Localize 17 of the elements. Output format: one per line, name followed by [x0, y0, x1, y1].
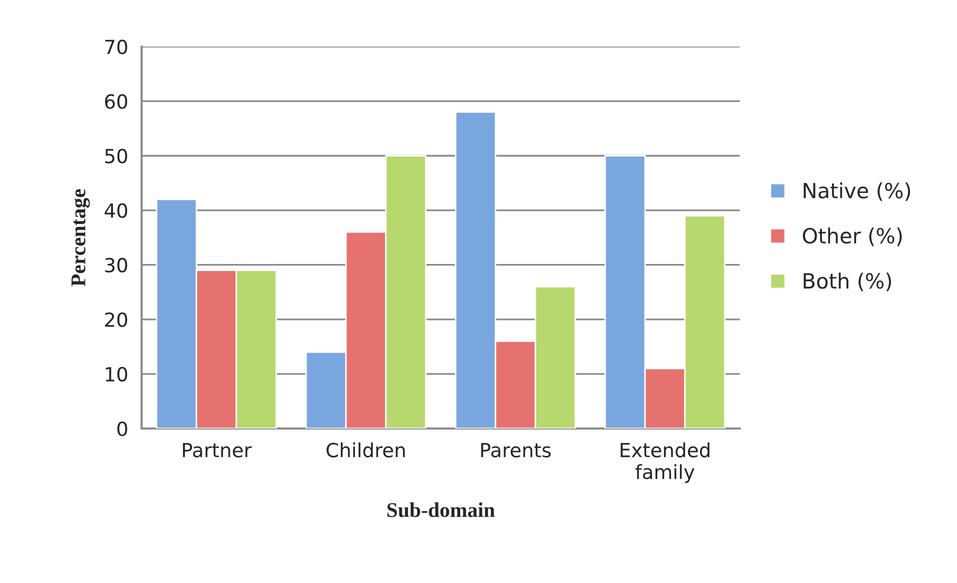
y-tick-label: 0	[117, 421, 128, 436]
y-tick-label: 10	[106, 366, 128, 382]
x-tick-label: Parents	[481, 442, 551, 458]
x-tick-label: Children	[326, 442, 405, 458]
y-tick-label: 30	[105, 258, 128, 273]
y-tick-label: 20	[105, 312, 128, 328]
y-tick-label: 70	[105, 40, 128, 54]
x-tick-label: Extended family	[620, 442, 710, 483]
legend-label: Other (%)	[802, 227, 902, 246]
y-axis-title: Percentage	[72, 189, 90, 286]
legend-label: Both (%)	[804, 272, 892, 292]
y-tick-label: 60	[105, 94, 128, 109]
legend-label: Native (%)	[804, 182, 910, 201]
x-axis-title: Sub-domain	[387, 502, 495, 518]
y-tick-label: 40	[104, 203, 128, 218]
x-tick-label: Partner	[182, 442, 252, 458]
y-tick-label: 50	[105, 148, 128, 164]
